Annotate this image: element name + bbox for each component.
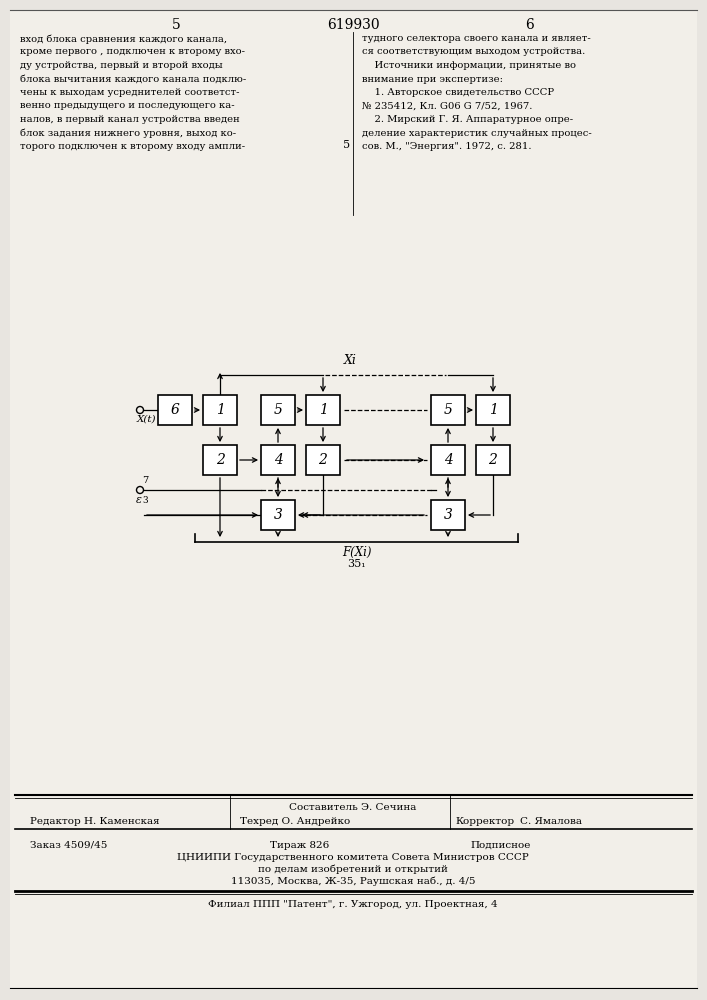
Text: Заказ 4509/45: Заказ 4509/45 <box>30 841 107 850</box>
Text: торого подключен к второму входу ампли-: торого подключен к второму входу ампли- <box>20 142 245 151</box>
Text: Редактор Н. Каменская: Редактор Н. Каменская <box>30 817 160 826</box>
Bar <box>476 445 510 475</box>
Text: внимание при экспертизе:: внимание при экспертизе: <box>362 75 503 84</box>
Bar <box>261 500 295 530</box>
Text: 2: 2 <box>319 453 327 467</box>
Text: по делам изобретений и открытий: по делам изобретений и открытий <box>258 865 448 874</box>
Text: 5: 5 <box>443 403 452 417</box>
Bar <box>476 395 510 425</box>
Text: ε: ε <box>136 495 142 505</box>
Text: 5: 5 <box>274 403 282 417</box>
Text: налов, в первый канал устройства введен: налов, в первый канал устройства введен <box>20 115 240 124</box>
Text: 3: 3 <box>443 508 452 522</box>
Text: деление характеристик случайных процес-: деление характеристик случайных процес- <box>362 128 592 137</box>
Text: вход блока сравнения каждого канала,: вход блока сравнения каждого канала, <box>20 34 227 43</box>
Text: 1: 1 <box>319 403 327 417</box>
Text: № 235412, Кл. G06 G 7/52, 1967.: № 235412, Кл. G06 G 7/52, 1967. <box>362 102 532 110</box>
Text: венно предыдущего и последующего ка-: венно предыдущего и последующего ка- <box>20 102 235 110</box>
Text: 1: 1 <box>216 403 224 417</box>
Text: Техред О. Андрейко: Техред О. Андрейко <box>240 817 350 826</box>
Bar <box>431 500 465 530</box>
Bar <box>203 395 237 425</box>
Text: 2: 2 <box>216 453 224 467</box>
Text: ся соответствующим выходом устройства.: ся соответствующим выходом устройства. <box>362 47 585 56</box>
Text: 3: 3 <box>274 508 282 522</box>
Bar <box>306 395 340 425</box>
Text: 1. Авторское свидетельство СССР: 1. Авторское свидетельство СССР <box>362 88 554 97</box>
Text: 3: 3 <box>142 496 148 505</box>
Text: 7: 7 <box>142 476 148 485</box>
Text: F(Xi): F(Xi) <box>341 546 371 559</box>
Text: ду устройства, первый и второй входы: ду устройства, первый и второй входы <box>20 61 223 70</box>
Bar <box>158 395 192 425</box>
Text: 35₁: 35₁ <box>347 559 366 569</box>
Text: Xi: Xi <box>344 354 356 367</box>
Text: 5: 5 <box>343 140 350 150</box>
Text: тудного селектора своего канала и являет-: тудного селектора своего канала и являет… <box>362 34 591 43</box>
Text: 6: 6 <box>525 18 534 32</box>
Text: кроме первого , подключен к второму вхо-: кроме первого , подключен к второму вхо- <box>20 47 245 56</box>
Bar <box>431 395 465 425</box>
Text: 6: 6 <box>170 403 180 417</box>
Text: 5: 5 <box>172 18 180 32</box>
Text: блок задания нижнего уровня, выход ко-: блок задания нижнего уровня, выход ко- <box>20 128 236 138</box>
Text: Источники информации, принятые во: Источники информации, принятые во <box>362 61 576 70</box>
Text: Филиал ППП "Патент", г. Ужгород, ул. Проектная, 4: Филиал ППП "Патент", г. Ужгород, ул. Про… <box>208 900 498 909</box>
Text: чены к выходам усреднителей соответст-: чены к выходам усреднителей соответст- <box>20 88 240 97</box>
Text: ЦНИИПИ Государственного комитета Совета Министров СССР: ЦНИИПИ Государственного комитета Совета … <box>177 853 529 862</box>
Bar <box>261 445 295 475</box>
Text: Тираж 826: Тираж 826 <box>270 841 329 850</box>
Text: 4: 4 <box>443 453 452 467</box>
Text: 4: 4 <box>274 453 282 467</box>
Text: 1: 1 <box>489 403 498 417</box>
Text: блока вычитания каждого канала подклю-: блока вычитания каждого канала подклю- <box>20 75 246 84</box>
Text: 2. Мирский Г. Я. Аппаратурное опре-: 2. Мирский Г. Я. Аппаратурное опре- <box>362 115 573 124</box>
Bar <box>203 445 237 475</box>
Text: 2: 2 <box>489 453 498 467</box>
Text: X(t): X(t) <box>137 415 156 424</box>
Bar <box>431 445 465 475</box>
Bar <box>261 395 295 425</box>
Text: 113035, Москва, Ж-35, Раушская наб., д. 4/5: 113035, Москва, Ж-35, Раушская наб., д. … <box>230 877 475 886</box>
Bar <box>306 445 340 475</box>
Text: Составитель Э. Сечина: Составитель Э. Сечина <box>289 803 416 812</box>
Text: Подписное: Подписное <box>470 841 530 850</box>
Text: Корректор: Корректор <box>455 817 514 826</box>
Text: сов. М., "Энергия". 1972, с. 281.: сов. М., "Энергия". 1972, с. 281. <box>362 142 532 151</box>
Text: 619930: 619930 <box>327 18 380 32</box>
Text: С. Ямалова: С. Ямалова <box>520 817 582 826</box>
